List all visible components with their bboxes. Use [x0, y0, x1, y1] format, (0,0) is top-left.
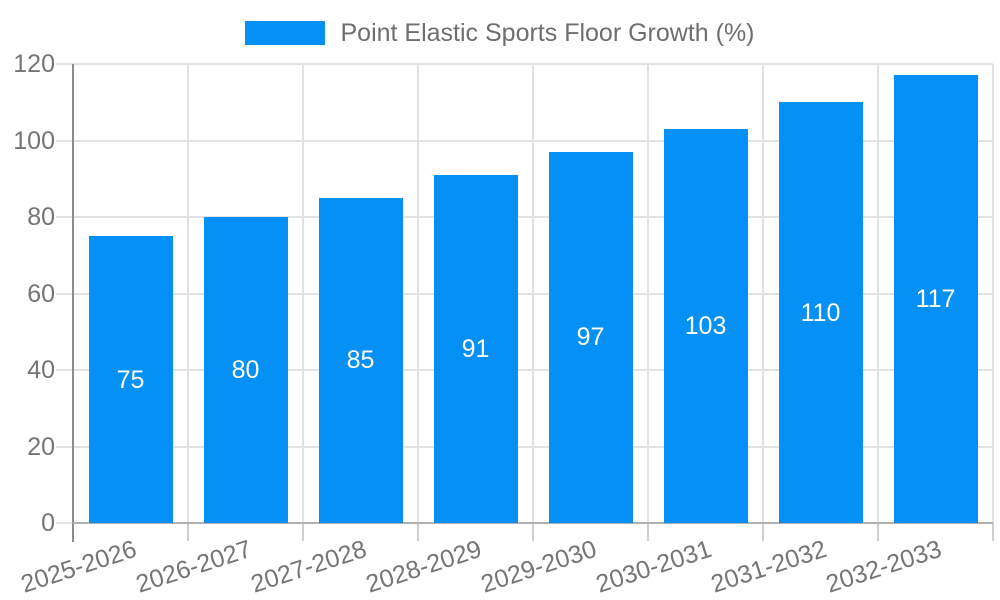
bar-value-label: 85	[346, 346, 375, 375]
v-gridline	[762, 64, 764, 523]
x-axis-tick	[302, 523, 304, 541]
y-axis-tick	[56, 216, 73, 218]
v-gridline	[992, 64, 994, 523]
v-gridline	[187, 64, 189, 523]
bar[interactable]	[778, 102, 863, 523]
v-gridline	[417, 64, 419, 523]
bar[interactable]	[893, 75, 978, 523]
bar-value-label: 75	[116, 365, 145, 394]
y-axis-tick	[56, 522, 73, 524]
y-axis-line	[72, 64, 74, 542]
y-axis-tick-label: 80	[27, 203, 55, 231]
legend-label: Point Elastic Sports Floor Growth (%)	[340, 18, 755, 47]
bar-value-label: 97	[576, 323, 605, 352]
plot-area: 75 80 85 91 97 103 110 117	[56, 63, 994, 542]
bar[interactable]	[548, 151, 633, 523]
y-axis-tick	[56, 292, 73, 295]
x-axis-tick	[877, 523, 879, 541]
y-axis-tick-label: 40	[27, 356, 55, 384]
bar-value-label: 80	[231, 356, 260, 384]
y-axis-tick	[56, 369, 73, 371]
y-axis-tick-label: 20	[27, 432, 55, 461]
legend[interactable]: Point Elastic Sports Floor Growth (%)	[0, 18, 1000, 48]
x-axis-tick	[992, 523, 994, 541]
y-axis-tick	[56, 445, 73, 448]
bar-value-label: 91	[461, 334, 490, 363]
y-axis-tick-label: 0	[41, 509, 55, 537]
y-axis-tick	[56, 63, 73, 65]
bar[interactable]	[318, 197, 403, 523]
bar[interactable]	[88, 236, 173, 523]
bar[interactable]	[203, 217, 288, 523]
y-axis-tick-label: 60	[27, 279, 55, 308]
v-gridline	[532, 64, 534, 523]
x-axis-tick	[187, 523, 189, 541]
bar[interactable]	[663, 129, 748, 523]
bar-value-label: 117	[915, 285, 956, 314]
v-gridline	[877, 64, 879, 523]
bar-value-label: 110	[800, 298, 841, 327]
x-axis-tick	[647, 523, 649, 541]
x-axis-tick	[532, 523, 534, 541]
x-axis-tick	[417, 523, 419, 541]
x-axis-tick	[762, 523, 764, 541]
v-gridline	[302, 64, 304, 523]
y-axis-tick-label: 120	[13, 50, 55, 78]
y-axis-tick	[56, 139, 73, 142]
bar[interactable]	[433, 174, 518, 523]
x-axis-baseline	[73, 522, 993, 524]
bar-value-label: 103	[684, 312, 727, 340]
v-gridline	[647, 64, 649, 523]
y-axis-tick-label: 100	[13, 126, 55, 155]
legend-color-swatch	[245, 21, 326, 45]
